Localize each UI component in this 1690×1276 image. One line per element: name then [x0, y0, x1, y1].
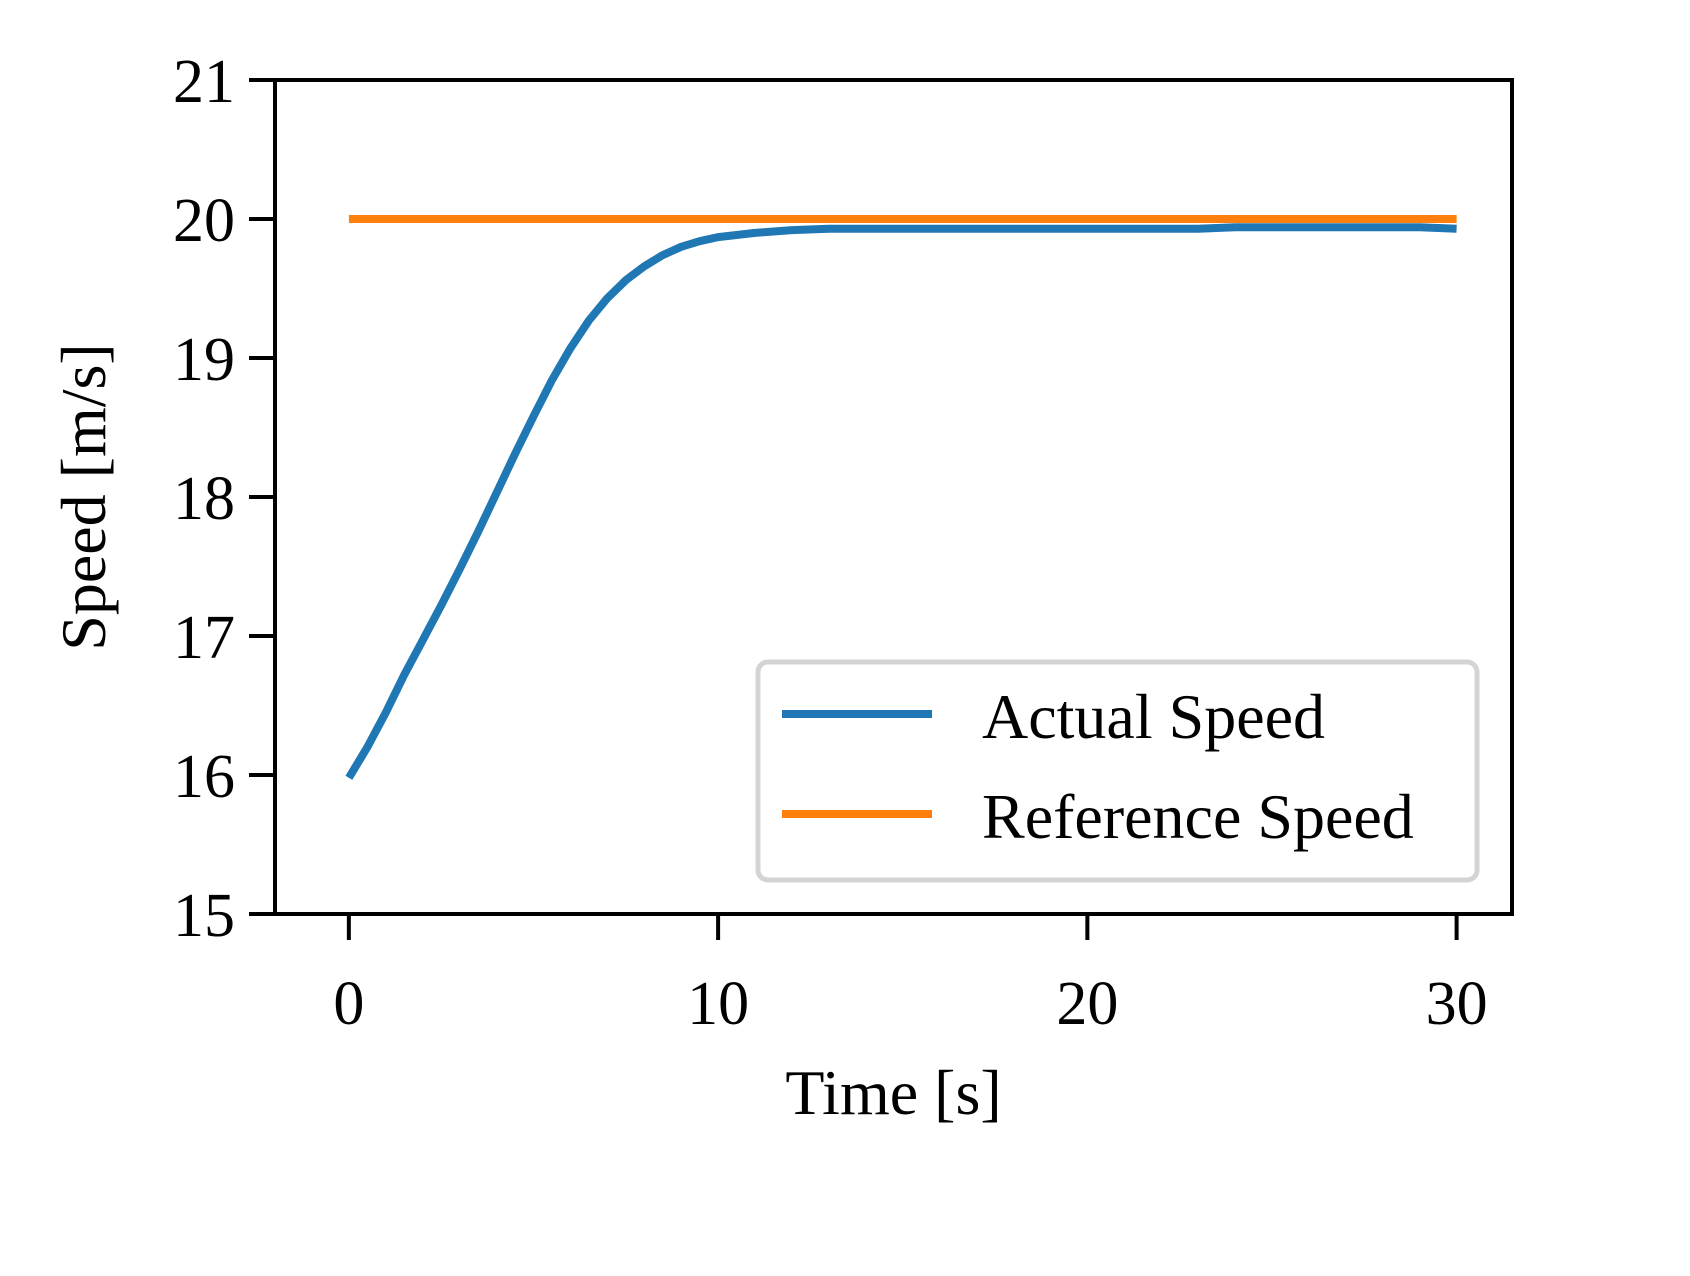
x-tick-label: 30: [1426, 970, 1488, 1038]
legend-box: [755, 659, 1480, 883]
y-axis-label: Speed [m/s]: [48, 343, 119, 651]
series-line-actual-speed: [345, 223, 1457, 780]
legend-label-actual-speed: Actual Speed: [982, 681, 1325, 752]
y-axis-ticks: 15 16 17 18 19 20 21: [173, 48, 275, 950]
y-tick-label: 20: [173, 187, 235, 255]
y-tick-label: 16: [173, 743, 235, 811]
x-tick-label: 20: [1056, 970, 1118, 1038]
y-tick-label: 15: [173, 882, 235, 950]
x-tick-label: 0: [333, 970, 364, 1038]
y-tick-label: 18: [173, 465, 235, 533]
legend: Actual Speed Reference Speed: [755, 659, 1480, 883]
x-axis-ticks: 0 10 20 30: [333, 914, 1488, 1038]
x-tick-label: 10: [687, 970, 749, 1038]
legend-label-reference-speed: Reference Speed: [982, 781, 1414, 852]
y-tick-label: 21: [173, 48, 235, 116]
y-tick-label: 19: [173, 326, 235, 394]
y-tick-label: 17: [173, 604, 235, 672]
x-axis-label: Time [s]: [785, 1057, 1001, 1128]
series-layer: [345, 215, 1457, 780]
